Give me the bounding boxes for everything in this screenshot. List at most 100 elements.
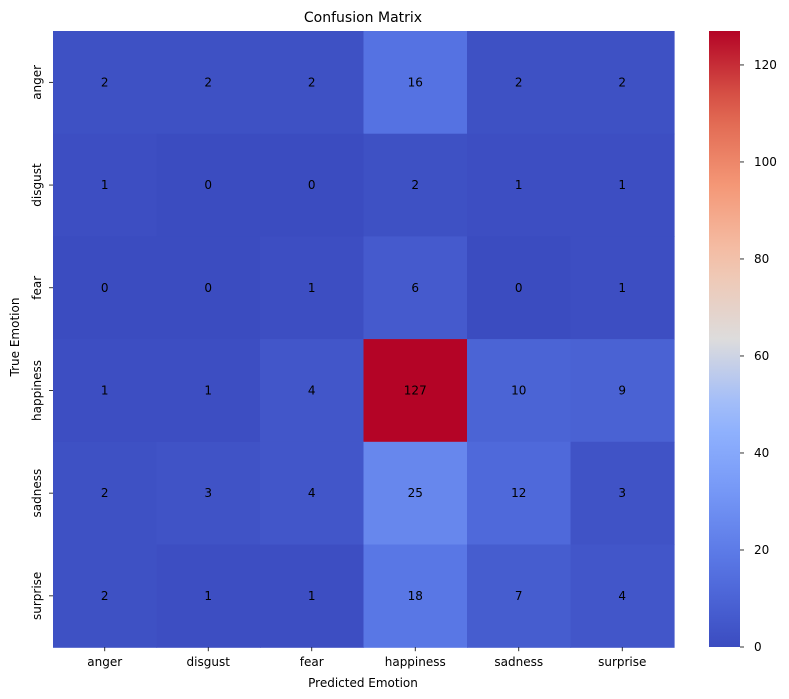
cell-value: 2 [411,178,419,192]
cell-value: 2 [101,486,109,500]
cell-value: 0 [204,281,212,295]
cell-value: 7 [515,589,523,603]
cell-value: 127 [404,383,427,397]
cell-value: 1 [618,178,626,192]
x-tick-label: sadness [494,655,543,669]
heatmap-cells [53,31,675,648]
heatmap-cell [570,133,675,237]
chart-title: Confusion Matrix [304,10,422,26]
x-axis-ticks: anger disgust fear happiness sadness surprise [87,647,646,669]
colorbar-ticks: 0 20 40 60 80 100 120 [740,58,777,654]
heatmap-cell [260,441,365,546]
colorbar-tick-label: 120 [754,58,777,72]
heatmap-cell [156,31,261,135]
colorbar [709,31,740,647]
heatmap-cell [570,544,675,648]
x-axis-label: Predicted Emotion [308,676,418,690]
y-axis-ticks: anger disgust fear happiness sadness surprise [30,65,53,620]
cell-value: 1 [101,178,109,192]
cell-value: 1 [618,281,626,295]
cell-value: 1 [308,589,316,603]
heatmap-cell [363,133,468,237]
heatmap-cell [53,133,158,237]
colorbar-tick-label: 80 [754,252,769,266]
y-axis-label: True Emotion [8,298,22,378]
cell-value: 2 [618,75,626,89]
cell-value: 0 [204,178,212,192]
cell-value: 1 [101,383,109,397]
cell-value: 10 [511,383,526,397]
cell-value: 12 [511,486,526,500]
heatmap-cell [53,236,158,340]
y-tick-label: anger [30,65,44,100]
colorbar-tick-label: 60 [754,349,769,363]
cell-value: 4 [308,486,316,500]
cell-value: 1 [204,383,212,397]
x-tick-label: surprise [598,655,646,669]
heatmap-cell [156,339,261,443]
cell-value: 2 [308,75,316,89]
heatmap-cell [156,544,261,648]
cell-value: 6 [411,281,419,295]
heatmap-cell [467,544,572,648]
heatmap-cell [467,133,572,237]
heatmap-cell [467,31,572,135]
colorbar-tick-label: 20 [754,543,769,557]
cell-value: 1 [204,589,212,603]
heatmap-cell [363,236,468,340]
cell-annotations: 2 2 2 16 2 21 0 0 2 1 10 0 1 6 0 11 1 4 127 10 92 3 4 25 12 32 1 1 1… [101,75,626,603]
cell-value: 2 [515,75,523,89]
heatmap-cell [467,236,572,340]
x-tick-label: happiness [385,655,446,669]
heatmap-cell [467,441,572,546]
heatmap-cell [363,544,468,648]
cell-value: 16 [408,75,423,89]
x-tick-label: disgust [187,655,231,669]
heatmap-cell [260,544,365,648]
heatmap-cell [156,133,261,237]
heatmap-cell [363,441,468,546]
cell-value: 3 [204,486,212,500]
cell-value: 4 [618,589,626,603]
cell-value: 0 [308,178,316,192]
heatmap-cell [467,339,572,443]
y-tick-label: disgust [30,163,44,207]
heatmap-cell [570,441,675,546]
heatmap-cell [156,236,261,340]
y-tick-label: fear [30,276,44,300]
heatmap-cell [260,236,365,340]
cell-value: 18 [408,589,423,603]
colorbar-tick-label: 0 [754,640,762,654]
cell-value: 2 [101,75,109,89]
y-tick-label: sadness [30,469,44,518]
heatmap-cell [260,31,365,135]
cell-value: 4 [308,383,316,397]
x-tick-label: fear [300,655,324,669]
colorbar-tick-label: 40 [754,446,769,460]
heatmap-cell [570,236,675,340]
heatmap-cell [53,339,158,443]
y-tick-label: happiness [30,360,44,421]
cell-value: 3 [618,486,626,500]
y-tick-label: surprise [30,572,44,620]
heatmap-cell [363,339,468,443]
cell-value: 2 [204,75,212,89]
heatmap-cell [53,31,158,135]
cell-value: 1 [515,178,523,192]
cell-value: 0 [515,281,523,295]
heatmap-cell [260,339,365,443]
cell-value: 0 [101,281,109,295]
heatmap-cell [363,31,468,135]
cell-value: 1 [308,281,316,295]
heatmap-cell [53,544,158,648]
cell-value: 25 [408,486,423,500]
heatmap-cell [260,133,365,237]
cell-value: 9 [618,383,626,397]
heatmap-cell [570,339,675,443]
heatmap-cell [53,441,158,546]
heatmap-cell [570,31,675,135]
colorbar-tick-label: 100 [754,155,777,169]
cell-value: 2 [101,589,109,603]
x-tick-label: anger [87,655,122,669]
